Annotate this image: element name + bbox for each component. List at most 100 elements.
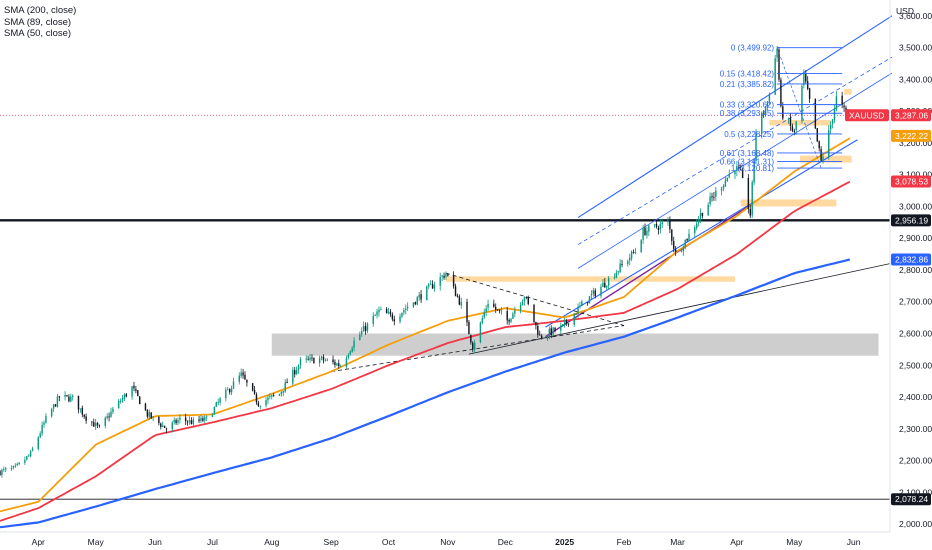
candle-body-312 (833, 108, 836, 121)
candle-body-234 (627, 261, 629, 265)
candle-body-303 (808, 88, 811, 99)
candle-body-15 (39, 433, 41, 438)
candle-body-264 (707, 204, 709, 216)
candle-body-314 (841, 95, 843, 105)
indicator-legend: SMA (200, close) SMA (89, close) SMA (50… (4, 5, 76, 40)
fib-label-2: 0.21 (3,385.82) (720, 80, 775, 89)
candle-body-87 (230, 388, 233, 393)
candle-body-233 (621, 264, 623, 266)
candle-body-295 (789, 118, 792, 126)
candle-body-287 (766, 101, 769, 107)
y-tick-label-11: 3,100.00 (899, 170, 932, 180)
candle-body-83 (219, 398, 221, 403)
candle-body-6 (14, 465, 17, 467)
currency-label[interactable]: USD (896, 6, 914, 16)
x-tick-label-1: May (88, 537, 105, 547)
candle-body-45 (119, 401, 122, 403)
candle-body-236 (630, 251, 633, 259)
candle-body-277 (739, 169, 742, 170)
candle-body-16 (41, 425, 43, 434)
candle-body-31 (81, 407, 84, 415)
candle-body-275 (736, 166, 738, 172)
candle-body-232 (619, 263, 621, 272)
candle-body-48 (125, 394, 128, 397)
y-tick-label-16: 3,600.00 (899, 11, 932, 21)
fib-label-7: 0.66 (3,141.31) (720, 158, 775, 167)
candle-body-263 (701, 212, 704, 216)
candle-body-205 (548, 328, 551, 337)
candle-body-158 (420, 294, 422, 300)
candle-body-71 (188, 419, 191, 422)
y-tick-label-1: 2,100.00 (899, 487, 932, 497)
candle-body-1 (1, 469, 3, 476)
candle-body-301 (805, 73, 807, 82)
candle-body-106 (282, 390, 284, 393)
candle-body-10 (26, 456, 28, 460)
candle-body-142 (378, 309, 380, 313)
candle-body-127 (338, 363, 340, 366)
candle-body-194 (519, 304, 522, 311)
candle-body-22 (56, 396, 59, 407)
candle-body-291 (778, 49, 780, 80)
candle-body-61 (161, 425, 164, 427)
candle-body-90 (240, 372, 242, 377)
candle-body-69 (184, 417, 187, 422)
candle-body-64 (171, 422, 173, 430)
candle-body-21 (54, 404, 57, 407)
candle-body-211 (563, 321, 566, 324)
candle-body-113 (299, 359, 302, 366)
sma50-line (0, 137, 851, 513)
candle-body-128 (339, 366, 342, 367)
x-tick-label-3: Jul (207, 537, 218, 547)
candle-body-208 (554, 327, 556, 331)
candle-body-5 (12, 465, 15, 468)
candle-body-3 (5, 468, 7, 470)
candle-body-114 (305, 358, 307, 360)
candle-body-172 (458, 296, 461, 305)
candle-body-267 (713, 196, 715, 198)
candle-body-227 (606, 285, 608, 288)
legend-item-sma200[interactable]: SMA (200, close) (4, 5, 77, 16)
candle-body-102 (271, 395, 273, 397)
zone-1 (445, 276, 735, 282)
candle-body-309 (828, 130, 830, 158)
candle-body-190 (508, 320, 510, 322)
candle-body-23 (58, 396, 61, 398)
candle-body-166 (443, 275, 445, 278)
candle-body-67 (177, 420, 179, 423)
candle-body-144 (385, 309, 388, 314)
candle-body-256 (684, 239, 686, 248)
candle-body-221 (590, 294, 593, 296)
candle-body-28 (72, 395, 74, 397)
candle-body-151 (403, 310, 405, 313)
candle-body-36 (94, 422, 97, 427)
candle-body-289 (774, 58, 776, 95)
y-tick-label-3: 2,300.00 (899, 424, 932, 434)
candle-body-157 (418, 294, 420, 298)
candle-body-245 (655, 223, 658, 228)
legend-item-sma50[interactable]: SMA (50, close) (4, 28, 72, 39)
candle-body-182 (485, 308, 487, 312)
candle-body-290 (776, 48, 778, 58)
candle-body-207 (552, 327, 554, 335)
legend-item-sma89[interactable]: SMA (89, close) (4, 16, 72, 28)
candle-body-111 (295, 369, 298, 374)
candle-body-107 (284, 382, 286, 392)
y-tick-label-10: 3,000.00 (899, 201, 932, 211)
candle-body-258 (688, 233, 690, 241)
zone-5 (769, 120, 831, 126)
candle-body-47 (123, 394, 126, 399)
candle-body-274 (734, 171, 736, 175)
y-tick-label-14: 3,400.00 (899, 74, 932, 84)
candle-body-139 (372, 315, 374, 324)
candle-body-37 (96, 422, 99, 426)
candle-body-286 (764, 106, 767, 115)
candle-body-169 (452, 275, 455, 287)
candle-body-218 (581, 301, 583, 306)
horizontal-lines-layer (0, 114, 890, 500)
candle-body-189 (506, 310, 508, 321)
candle-body-34 (91, 421, 93, 423)
candle-body-147 (391, 314, 394, 320)
candle-body-43 (112, 408, 114, 412)
